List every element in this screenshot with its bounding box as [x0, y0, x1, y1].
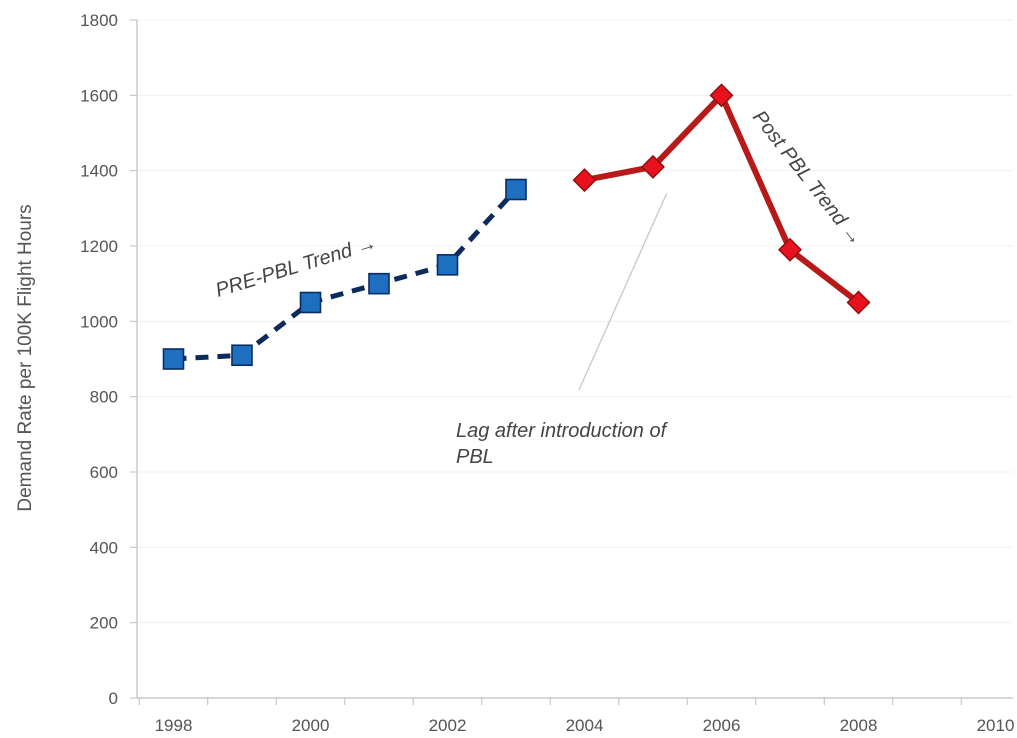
- x-tick-label: 2006: [703, 716, 741, 735]
- y-tick-label: 1800: [80, 11, 118, 30]
- y-tick-labels: 0 200 400 600 800 1000 1200 1400 1600 1800: [80, 11, 118, 708]
- series-group: [162, 83, 871, 370]
- data-point: [162, 348, 185, 370]
- data-point: [368, 272, 390, 295]
- grid-lines: [137, 19, 1013, 624]
- y-tick-label: 200: [90, 614, 118, 633]
- x-tick-label: 2008: [840, 716, 878, 735]
- data-point: [572, 168, 597, 193]
- y-tick-label: 1000: [80, 312, 118, 331]
- x-tick-label: 2004: [566, 716, 604, 735]
- lag-annotation-line1: Lag after introduction of: [456, 420, 669, 442]
- data-point: [436, 254, 459, 276]
- y-tick-label: 400: [90, 538, 118, 557]
- data-point: [231, 344, 253, 367]
- data-point: [846, 290, 871, 315]
- y-tick-label: 1600: [80, 86, 118, 105]
- lag-annotation-line2: PBL: [456, 446, 494, 468]
- axes: [130, 19, 1013, 705]
- x-tick-label: 2010: [977, 716, 1015, 735]
- x-tick-label: 2000: [292, 716, 330, 735]
- y-tick-label: 600: [90, 463, 118, 482]
- y-tick-label: 800: [90, 388, 118, 407]
- x-tick-label: 1998: [155, 716, 193, 735]
- y-tick-label: 0: [109, 689, 118, 708]
- y-axis-label: Demand Rate per 100K Flight Hours: [15, 204, 36, 511]
- y-tick-label: 1200: [80, 237, 118, 256]
- data-point: [709, 83, 734, 108]
- data-point: [505, 178, 527, 201]
- series-line-1: [173, 187, 518, 362]
- data-point: [778, 237, 802, 262]
- data-point: [641, 154, 665, 179]
- x-tick-labels: 1998 2000 2002 2004 2006 2008 2010: [155, 716, 1015, 735]
- y-tick-label: 1400: [80, 162, 118, 181]
- lag-pointer-line: [578, 193, 668, 391]
- post-pbl-trend-annotation: Post PBL Trend →: [748, 107, 867, 250]
- x-tick-label: 2002: [429, 716, 467, 735]
- data-point: [299, 291, 322, 314]
